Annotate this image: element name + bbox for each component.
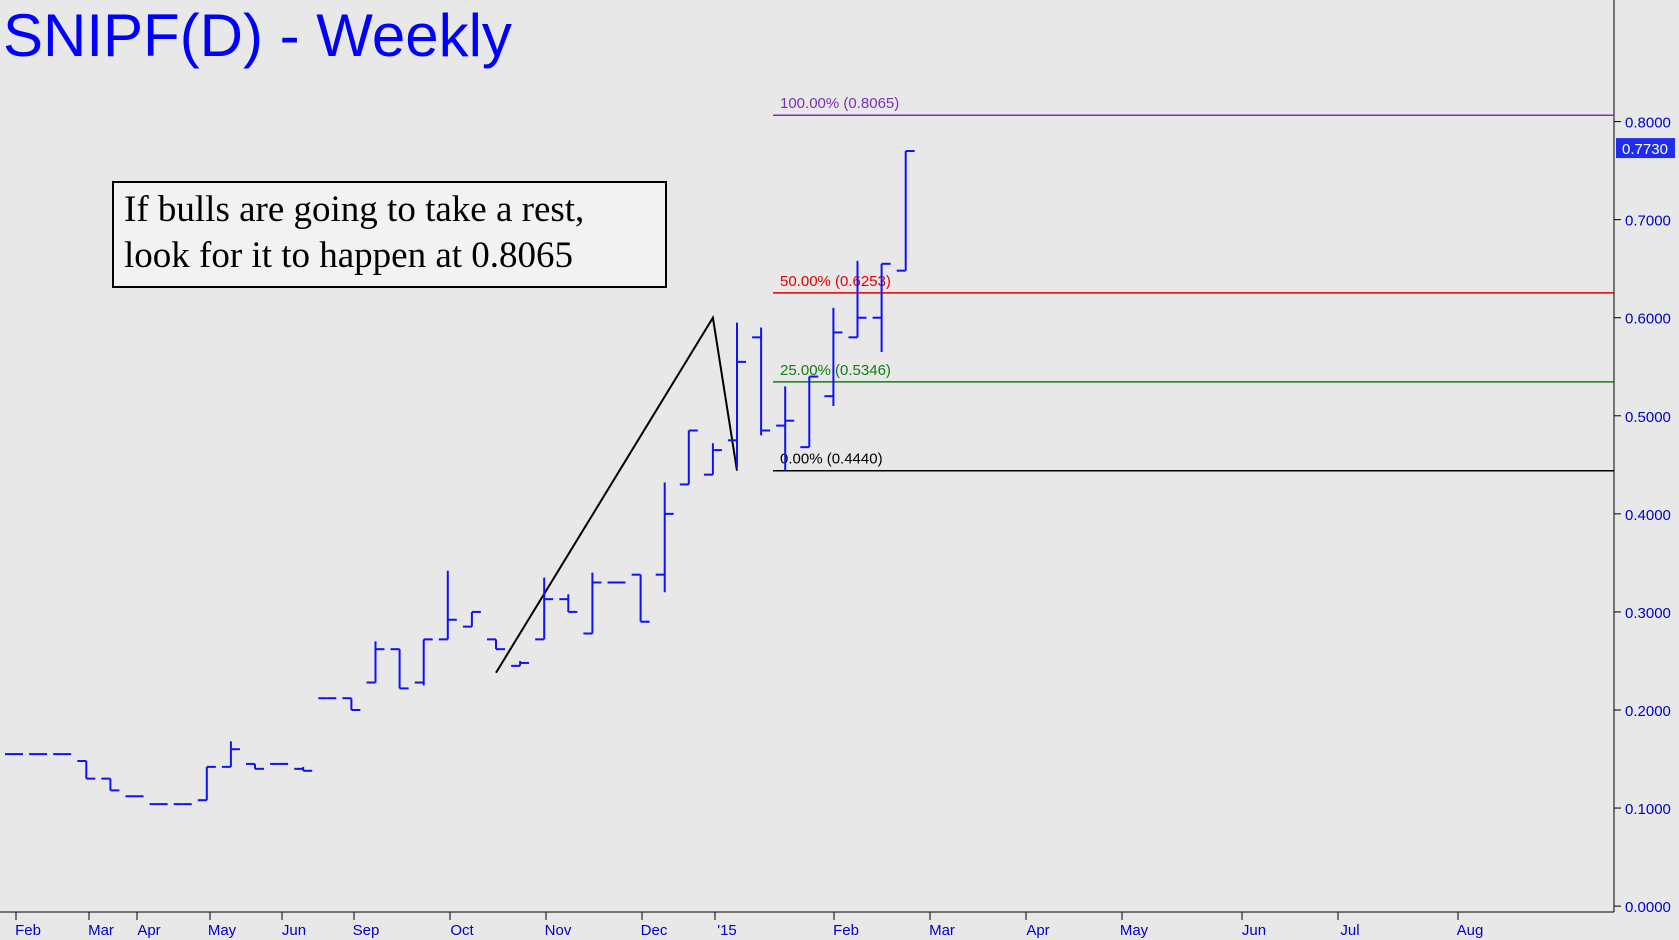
y-tick-label: 0.8000 bbox=[1625, 115, 1671, 132]
y-tick-label: 0.5000 bbox=[1625, 409, 1671, 426]
x-tick-label: '15 bbox=[717, 922, 737, 939]
price-bar bbox=[487, 638, 505, 651]
x-tick-label: Apr bbox=[1026, 922, 1049, 939]
x-tick-label: Sep bbox=[353, 922, 380, 939]
annotation-box: If bulls are going to take a rest, look … bbox=[112, 181, 667, 288]
last-price-marker: 0.7730 bbox=[1616, 138, 1675, 159]
price-bar bbox=[462, 610, 481, 628]
x-tick-label: May bbox=[1120, 922, 1149, 939]
price-bar bbox=[246, 762, 264, 770]
fib-level-label: 25.00% (0.5346) bbox=[780, 362, 891, 379]
price-bar bbox=[221, 741, 240, 768]
chart-title: SNIPF(D) - Weekly bbox=[3, 2, 512, 69]
x-tick-label: Nov bbox=[545, 922, 572, 939]
x-tick-label: Feb bbox=[15, 922, 41, 939]
price-bar bbox=[366, 641, 385, 684]
price-bar bbox=[776, 386, 795, 471]
x-tick-label: Dec bbox=[641, 922, 668, 939]
price-bar bbox=[197, 765, 216, 802]
y-tick-label: 0.3000 bbox=[1625, 605, 1671, 622]
price-bar bbox=[703, 443, 722, 476]
price-bar bbox=[77, 759, 96, 780]
price-bars bbox=[5, 150, 915, 806]
x-tick-label: Mar bbox=[88, 922, 114, 939]
price-bar bbox=[535, 577, 554, 641]
price-bar bbox=[559, 594, 578, 613]
x-tick-label: Feb bbox=[833, 922, 859, 939]
price-bar bbox=[438, 570, 457, 641]
x-tick-label: Jul bbox=[1340, 922, 1359, 939]
price-bar bbox=[631, 573, 650, 623]
x-tick-label: Apr bbox=[137, 922, 160, 939]
price-bar bbox=[414, 638, 433, 686]
last-price-label: 0.7730 bbox=[1622, 141, 1668, 158]
fib-levels: 100.00% (0.8065) 50.00% (0.6253) 25.00% (0… bbox=[773, 95, 1614, 472]
price-bar bbox=[896, 150, 915, 272]
x-tick-label: Jun bbox=[282, 922, 306, 939]
x-tick-label: May bbox=[208, 922, 237, 939]
y-tick-label: 0.0000 bbox=[1625, 899, 1671, 916]
x-tick-label: Mar bbox=[929, 922, 955, 939]
price-bar bbox=[872, 262, 891, 353]
fib-level-label: 0.00% (0.4440) bbox=[780, 451, 883, 468]
price-bar bbox=[655, 482, 674, 593]
last-price-box bbox=[1616, 138, 1675, 159]
price-bar bbox=[390, 648, 409, 690]
y-axis-ticks: 0.0000 0.1000 0.2000 0.3000 0.4000 0.5000 0.60… bbox=[1614, 115, 1671, 916]
price-bar bbox=[728, 322, 746, 467]
annotation-frame bbox=[112, 181, 667, 288]
price-bar bbox=[752, 327, 771, 436]
y-tick-label: 0.1000 bbox=[1625, 801, 1671, 818]
fib-level-label: 100.00% (0.8065) bbox=[780, 95, 899, 112]
price-bar bbox=[824, 307, 843, 406]
x-tick-label: Jun bbox=[1242, 922, 1266, 939]
price-bar bbox=[342, 697, 361, 711]
y-tick-label: 0.2000 bbox=[1625, 703, 1671, 720]
y-tick-label: 0.4000 bbox=[1625, 507, 1671, 524]
price-bar bbox=[294, 766, 313, 772]
price-bar bbox=[800, 375, 819, 449]
annotation-line-1: If bulls are going to take a rest, bbox=[124, 189, 584, 230]
abc-pattern bbox=[495, 314, 738, 674]
x-axis-labels: Feb Mar Apr May Jun Sep Oct Nov Dec '15 Feb Mar Apr M… bbox=[15, 912, 1483, 939]
annotation-line-2: look for it to happen at 0.8065 bbox=[124, 235, 573, 276]
price-bar bbox=[101, 777, 120, 792]
abc-pattern-line bbox=[495, 314, 738, 674]
price-bar bbox=[583, 572, 602, 635]
fib-level-label: 50.00% (0.6253) bbox=[780, 273, 891, 290]
price-bar bbox=[511, 660, 530, 667]
price-bar bbox=[848, 260, 867, 339]
x-tick-label: Oct bbox=[450, 922, 474, 939]
y-tick-label: 0.7000 bbox=[1625, 213, 1671, 230]
y-tick-label: 0.6000 bbox=[1625, 311, 1671, 328]
x-tick-label: Aug bbox=[1457, 922, 1484, 939]
price-bar bbox=[679, 429, 698, 486]
